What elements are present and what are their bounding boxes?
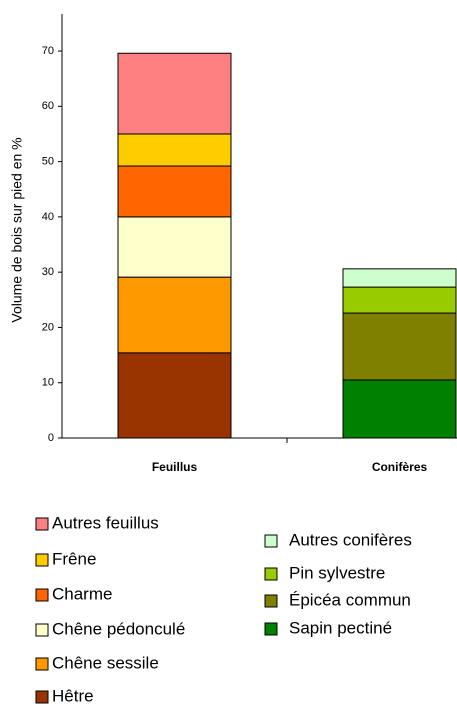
legend-label: Frêne xyxy=(52,549,96,568)
legend-label: Hêtre xyxy=(52,686,94,705)
legend-label: Épicéa commun xyxy=(289,590,411,609)
bar-segment xyxy=(342,286,457,314)
x-tick-label: Feuillus xyxy=(152,460,198,474)
legend-label: Autres feuillus xyxy=(52,513,159,532)
legend-label: Pin sylvestre xyxy=(289,563,385,582)
x-tick-label: Conifères xyxy=(372,460,428,474)
y-tick-label: 0 xyxy=(48,432,54,444)
bar-segment xyxy=(342,379,457,439)
bar-segment xyxy=(117,276,232,354)
legend-swatch xyxy=(35,553,49,567)
y-tick-label: 30 xyxy=(42,266,54,278)
bar-segment xyxy=(342,312,457,381)
bar-segment xyxy=(117,165,232,218)
y-tick-label: 60 xyxy=(42,100,54,112)
legend-swatch xyxy=(35,588,49,602)
bar-segment xyxy=(342,268,457,288)
legend-swatch xyxy=(35,623,49,637)
bar-segment xyxy=(117,216,232,278)
y-tick-label: 40 xyxy=(42,211,54,223)
y-axis-label: Volume de bois sur pied en % xyxy=(9,137,25,322)
bar-segment xyxy=(117,52,232,135)
legend-label: Chêne pédonculé xyxy=(52,619,185,638)
legend-swatch xyxy=(35,690,49,704)
legend-swatch xyxy=(264,594,278,608)
y-tick-label: 20 xyxy=(42,321,54,333)
legend-label: Charme xyxy=(52,584,112,603)
legend-swatch xyxy=(264,622,278,636)
legend-label: Sapin pectiné xyxy=(289,618,392,637)
legend-label: Autres conifères xyxy=(289,530,412,549)
legend-swatch xyxy=(264,567,278,581)
bar-segment xyxy=(117,133,232,167)
legend-swatch xyxy=(264,534,278,548)
y-tick-label: 10 xyxy=(42,377,54,389)
legend-label: Chêne sessile xyxy=(52,653,159,672)
y-tick-label: 50 xyxy=(42,156,54,168)
legend-swatch xyxy=(35,657,49,671)
y-tick-label: 70 xyxy=(42,45,54,57)
bar-segment xyxy=(117,352,232,439)
legend-swatch xyxy=(35,517,49,531)
